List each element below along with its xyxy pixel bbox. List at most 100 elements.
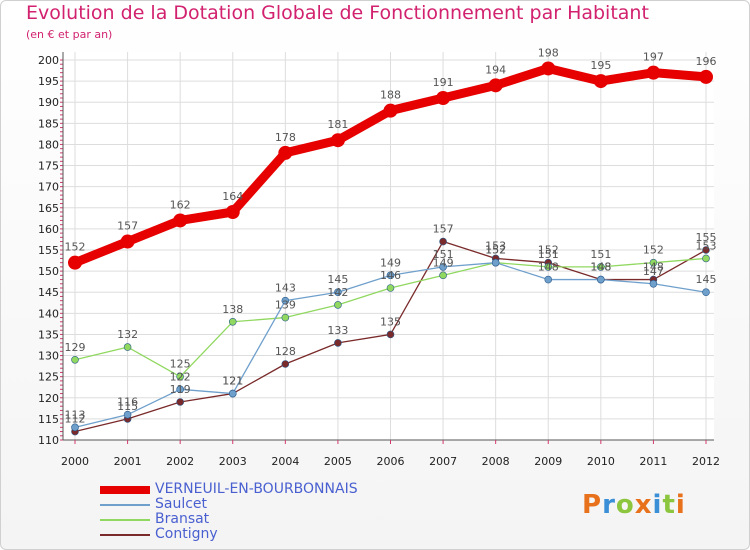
x-tick-label: 2008 xyxy=(482,455,510,468)
data-point xyxy=(228,317,237,326)
data-label: 152 xyxy=(485,244,506,257)
data-label: 143 xyxy=(275,282,296,295)
data-point xyxy=(176,398,184,406)
data-point xyxy=(702,288,710,297)
legend-label: Bransat xyxy=(155,511,210,527)
data-label: 142 xyxy=(327,286,348,299)
data-label: 146 xyxy=(380,269,401,282)
logo-letter: t xyxy=(662,490,676,520)
data-point xyxy=(702,254,710,263)
data-label: 145 xyxy=(327,273,348,286)
legend-swatch xyxy=(100,504,150,506)
chart-subtitle: (en € et par an) xyxy=(26,28,113,41)
data-label: 148 xyxy=(590,261,611,274)
data-label: 155 xyxy=(696,231,717,244)
x-tick-label: 2001 xyxy=(114,455,142,468)
x-tick-label: 2010 xyxy=(587,455,615,468)
y-tick-label: 170 xyxy=(38,181,59,194)
data-label: 128 xyxy=(275,345,296,358)
logo-letter: i xyxy=(675,490,686,520)
data-label: 195 xyxy=(590,59,611,72)
y-tick-label: 110 xyxy=(38,434,59,447)
data-point xyxy=(281,360,290,368)
logo-letter: i xyxy=(652,490,663,520)
y-tick-label: 160 xyxy=(38,223,59,236)
data-point xyxy=(541,61,556,76)
legend: VERNEUIL-EN-BOURBONNAIS Saulcet Bransat Con… xyxy=(100,482,420,542)
legend-item: VERNEUIL-EN-BOURBONNAIS xyxy=(100,482,420,497)
logo-letter: P xyxy=(582,490,603,520)
data-point xyxy=(699,69,713,84)
data-label: 152 xyxy=(65,241,86,254)
data-point xyxy=(597,263,605,271)
data-point xyxy=(702,246,710,254)
data-point xyxy=(383,103,398,118)
data-label: 139 xyxy=(275,299,296,312)
data-point xyxy=(544,275,553,284)
data-label: 151 xyxy=(433,248,454,261)
data-point xyxy=(488,78,503,93)
y-tick-label: 145 xyxy=(38,286,59,299)
data-point xyxy=(439,263,447,271)
data-point xyxy=(281,313,290,322)
data-label: 148 xyxy=(643,261,664,274)
data-point xyxy=(123,343,132,351)
data-label: 164 xyxy=(222,190,243,203)
data-label: 149 xyxy=(380,256,401,269)
legend-item: Bransat xyxy=(100,512,420,527)
data-label: 152 xyxy=(538,244,559,257)
data-label: 145 xyxy=(696,273,717,286)
data-point xyxy=(225,205,240,219)
data-point xyxy=(593,74,608,89)
data-point xyxy=(386,284,395,292)
y-tick-label: 200 xyxy=(38,54,59,67)
data-label: 148 xyxy=(538,261,559,274)
data-label: 194 xyxy=(485,63,506,76)
data-point xyxy=(71,355,79,364)
x-tick-label: 2000 xyxy=(61,455,89,468)
data-point xyxy=(439,237,447,246)
y-tick-label: 155 xyxy=(38,244,59,257)
data-label: 157 xyxy=(117,220,138,233)
data-label: 133 xyxy=(327,324,348,337)
data-label: 191 xyxy=(433,76,454,89)
data-label: 129 xyxy=(65,341,86,354)
data-point xyxy=(491,258,500,267)
data-label: 125 xyxy=(170,358,191,371)
data-point xyxy=(597,275,605,284)
data-label: 152 xyxy=(643,244,664,257)
y-tick-label: 135 xyxy=(38,328,59,341)
y-tick-label: 190 xyxy=(38,96,59,109)
y-tick-label: 150 xyxy=(38,265,59,278)
x-tick-label: 2007 xyxy=(429,455,457,468)
data-point xyxy=(176,385,184,394)
data-label: 113 xyxy=(65,408,86,421)
data-point xyxy=(228,389,237,398)
legend-swatch xyxy=(100,519,150,521)
x-tick-label: 2006 xyxy=(377,455,405,468)
logo-letter: r xyxy=(602,490,616,520)
data-point xyxy=(120,234,135,249)
y-tick-label: 195 xyxy=(38,75,59,88)
data-label: 138 xyxy=(222,303,243,316)
data-label: 135 xyxy=(380,315,401,328)
data-label: 115 xyxy=(117,400,138,413)
data-label: 119 xyxy=(170,383,191,396)
y-tick-label: 130 xyxy=(38,350,59,363)
legend-label: VERNEUIL-EN-BOURBONNAIS xyxy=(155,481,358,497)
y-tick-label: 175 xyxy=(38,160,59,173)
data-label: 121 xyxy=(222,375,243,388)
legend-swatch xyxy=(100,534,150,536)
x-tick-label: 2009 xyxy=(534,455,562,468)
data-label: 153 xyxy=(696,239,717,252)
data-point xyxy=(281,296,290,305)
logo-letter: x xyxy=(634,490,653,520)
data-point xyxy=(71,423,79,432)
data-point xyxy=(649,258,658,267)
legend-label: Saulcet xyxy=(155,496,208,512)
data-label: 121 xyxy=(222,375,243,388)
data-label: 112 xyxy=(65,413,86,426)
x-tick-label: 2002 xyxy=(166,455,194,468)
logo-letter: o xyxy=(615,490,635,520)
